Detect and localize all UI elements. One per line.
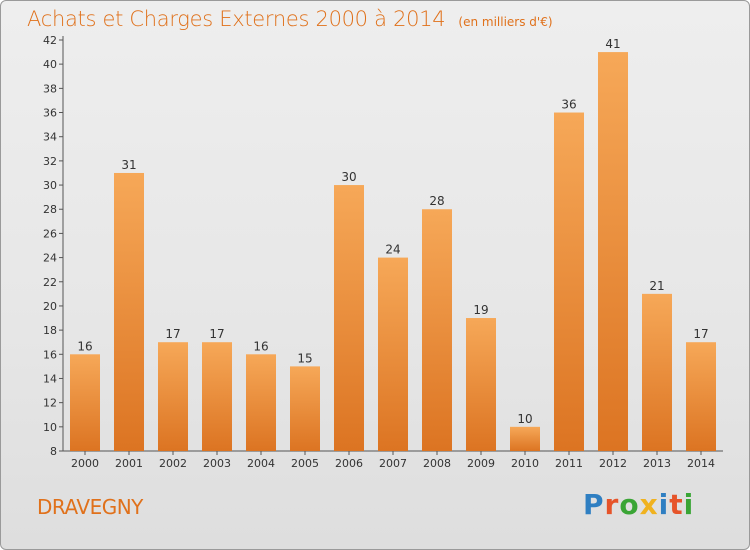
bar (642, 293, 672, 451)
data-label: 15 (297, 351, 312, 365)
data-label: 17 (693, 327, 708, 341)
x-tick-label: 2013 (643, 457, 671, 470)
bar (202, 342, 232, 451)
y-tick-label: 42 (43, 34, 57, 47)
bar (598, 52, 628, 452)
title-unit: (en milliers d'€) (458, 15, 553, 29)
bar (334, 185, 364, 451)
logo-letter: o (619, 488, 640, 521)
title-main: Achats et Charges Externes 2000 à 2014 (27, 7, 446, 31)
y-tick-label: 16 (43, 348, 57, 361)
data-label: 41 (605, 37, 620, 51)
x-tick-label: 2007 (379, 457, 407, 470)
x-tick-label: 2012 (599, 457, 627, 470)
y-tick-label: 32 (43, 155, 57, 168)
logo-letter: t (669, 488, 684, 521)
x-tick-label: 2011 (555, 457, 583, 470)
y-tick-label: 36 (43, 107, 57, 120)
bar (290, 366, 320, 451)
y-tick-label: 10 (43, 421, 57, 434)
x-tick-label: 2008 (423, 457, 451, 470)
y-tick-label: 26 (43, 227, 57, 240)
y-tick-label: 12 (43, 397, 57, 410)
x-tick-label: 2006 (335, 457, 363, 470)
data-label: 28 (429, 194, 444, 208)
x-tick-label: 2004 (247, 457, 275, 470)
y-tick-label: 24 (43, 252, 57, 265)
bar (510, 426, 540, 451)
y-tick-label: 8 (50, 445, 57, 458)
data-label: 21 (649, 279, 664, 293)
x-tick-label: 2003 (203, 457, 231, 470)
logo-letter: P (583, 488, 605, 521)
data-label: 30 (341, 170, 356, 184)
x-tick-label: 2001 (115, 457, 143, 470)
bars (70, 52, 716, 452)
data-label: 17 (165, 327, 180, 341)
y-tick-label: 34 (43, 131, 57, 144)
bar (422, 209, 452, 451)
y-tick-label: 38 (43, 82, 57, 95)
data-label: 31 (121, 158, 136, 172)
bar (554, 112, 584, 451)
bar (70, 354, 100, 451)
x-tick-label: 2010 (511, 457, 539, 470)
bar (246, 354, 276, 451)
bar (378, 257, 408, 451)
proxiti-logo: Proxiti (583, 488, 694, 521)
bar (158, 342, 188, 451)
axes: 8 10 12 14 16 18 20 22 24 26 28 30 32 34 36 38 40 42 2000 2… (43, 34, 723, 470)
bar (114, 172, 144, 451)
data-label: 10 (517, 412, 532, 426)
y-tick-label: 30 (43, 179, 57, 192)
data-label: 19 (473, 303, 488, 317)
data-label: 16 (253, 339, 268, 353)
y-tick-label: 20 (43, 300, 57, 313)
x-tick-label: 2000 (71, 457, 99, 470)
data-label: 17 (209, 327, 224, 341)
town-name: DRAVEGNY (37, 495, 143, 519)
bar (686, 342, 716, 451)
bar (466, 318, 496, 451)
logo-letter: r (604, 488, 620, 521)
y-tick-label: 18 (43, 324, 57, 337)
x-tick-label: 2005 (291, 457, 319, 470)
y-tick-label: 28 (43, 203, 57, 216)
x-tick-label: 2002 (159, 457, 187, 470)
logo-letter: i (683, 488, 695, 521)
chart-title: Achats et Charges Externes 2000 à 2014 (… (27, 7, 553, 31)
data-label: 16 (77, 339, 92, 353)
y-tick-label: 14 (43, 372, 57, 385)
logo-letter: i (658, 488, 670, 521)
data-labels: 16 31 17 17 16 15 30 24 28 19 10 36 41 21 17 (77, 37, 708, 426)
y-tick-label: 40 (43, 58, 57, 71)
x-tick-label: 2014 (687, 457, 715, 470)
logo-letter: x (639, 488, 659, 521)
data-label: 36 (561, 98, 576, 112)
data-label: 24 (385, 243, 400, 257)
x-tick-label: 2009 (467, 457, 495, 470)
y-tick-label: 22 (43, 276, 57, 289)
